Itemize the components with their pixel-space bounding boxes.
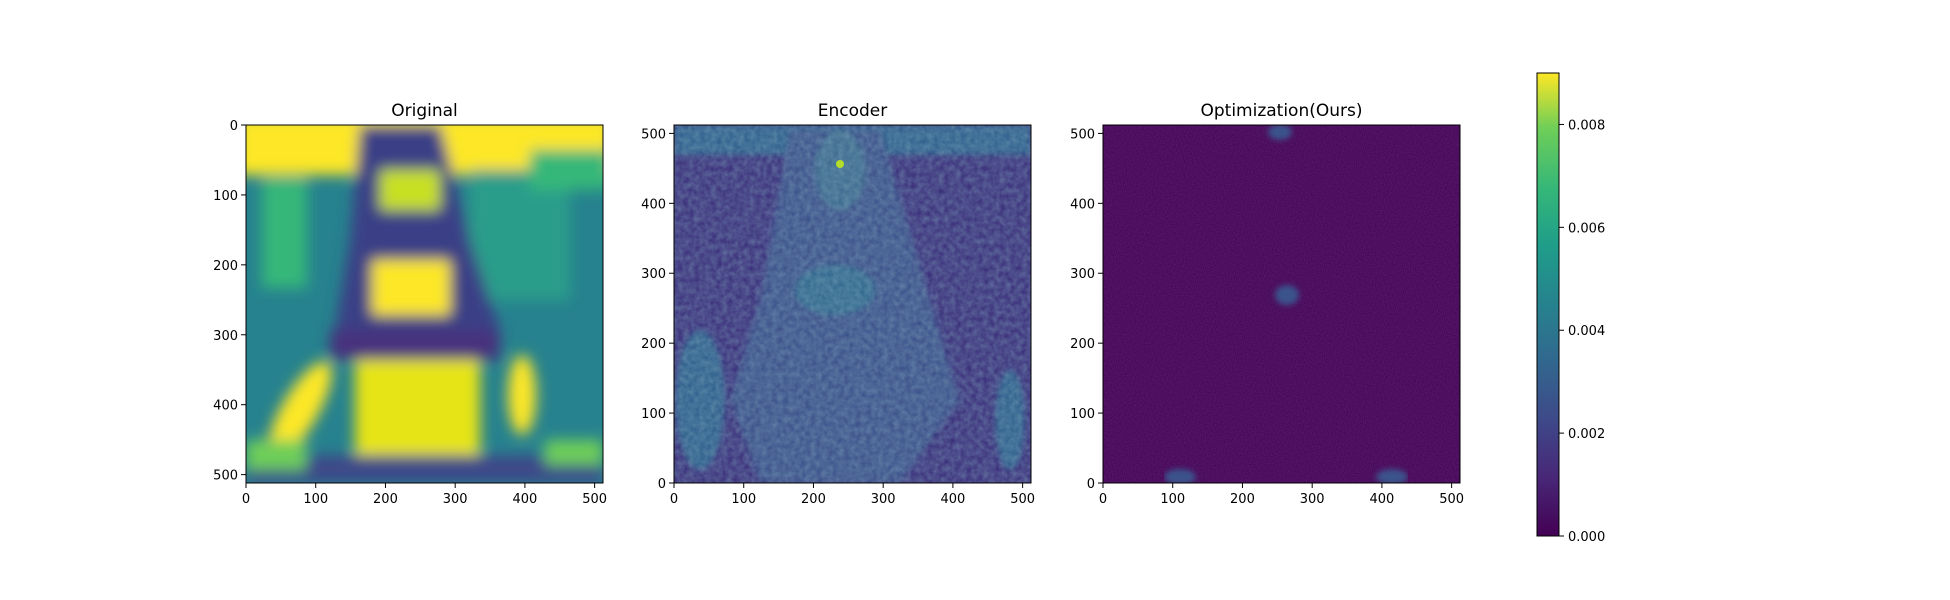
colorbar-tick-label: 0.004	[1568, 324, 1605, 339]
x-tick-label: 100	[1160, 492, 1185, 507]
x-tick-label: 0	[242, 492, 250, 507]
colorbar-tick-label: 0.006	[1568, 221, 1605, 236]
axes-original: Original 0 100 200 300 400 500 0 100 200 300 400 500	[213, 101, 607, 507]
y-tick-label: 0	[230, 119, 238, 134]
y-tick-label: 400	[213, 399, 238, 414]
x-tick-label: 0	[670, 492, 678, 507]
colorbar-tick-label: 0.008	[1568, 118, 1605, 133]
panel-optimization	[1102, 124, 1461, 484]
x-tick-label: 500	[1439, 492, 1464, 507]
y-tick-label: 400	[641, 197, 666, 212]
y-tick-label: 400	[1070, 197, 1095, 212]
x-tick-label: 400	[512, 492, 537, 507]
y-tick-label: 300	[213, 329, 238, 344]
x-tick-label: 100	[303, 492, 328, 507]
x-tick-label: 200	[373, 492, 398, 507]
x-tick-label: 200	[801, 492, 826, 507]
y-tick-label: 100	[1070, 407, 1095, 422]
heatmap-optimization	[1103, 125, 1460, 483]
y-tick-label: 300	[641, 267, 666, 282]
y-tick-label: 100	[213, 189, 238, 204]
panel-encoder	[673, 124, 1032, 484]
x-tick-label: 400	[940, 492, 965, 507]
heatmap-original	[246, 125, 603, 483]
y-tick-label: 300	[1070, 267, 1095, 282]
y-tick-label: 0	[658, 477, 666, 492]
panel-title-encoder: Encoder	[818, 101, 888, 121]
x-tick-label: 400	[1369, 492, 1394, 507]
y-tick-label: 500	[213, 469, 238, 484]
x-tick-label: 300	[1300, 492, 1325, 507]
colorbar: 0.000 0.002 0.004 0.006 0.008	[1536, 72, 1605, 545]
y-tick-label: 100	[641, 407, 666, 422]
panel-title-optimization: Optimization(Ours)	[1200, 101, 1362, 121]
heatmap-encoder	[674, 125, 1031, 483]
x-tick-label: 100	[731, 492, 756, 507]
colorbar-gradient	[1536, 72, 1560, 537]
y-tick-label: 500	[641, 127, 666, 142]
colorbar-ticks: 0.000 0.002 0.004 0.006 0.008	[1559, 118, 1605, 545]
x-tick-label: 300	[443, 492, 468, 507]
x-tick-label: 500	[1010, 492, 1035, 507]
axes-optimization: Optimization(Ours) 0 100 200 300 400 500 0 100 20…	[1070, 101, 1464, 507]
axes-overlays: Original 0 100 200 300 400 500 0 100 200 300 400 500…	[213, 101, 1464, 507]
axes-encoder: Encoder 0 100 200 300 400 500 0 100 200 300 400 500	[641, 101, 1035, 507]
x-tick-label: 0	[1099, 492, 1107, 507]
y-tick-label: 200	[641, 337, 666, 352]
colorbar-tick-label: 0.000	[1568, 530, 1605, 545]
y-tick-label: 500	[1070, 127, 1095, 142]
x-tick-label: 300	[871, 492, 896, 507]
colorbar-tick-label: 0.002	[1568, 427, 1605, 442]
panel-original	[245, 124, 604, 484]
y-tick-label: 0	[1087, 477, 1095, 492]
panel-title-original: Original	[391, 101, 458, 121]
y-tick-label: 200	[1070, 337, 1095, 352]
y-tick-label: 200	[213, 259, 238, 274]
x-tick-label: 500	[582, 492, 607, 507]
x-tick-label: 200	[1230, 492, 1255, 507]
